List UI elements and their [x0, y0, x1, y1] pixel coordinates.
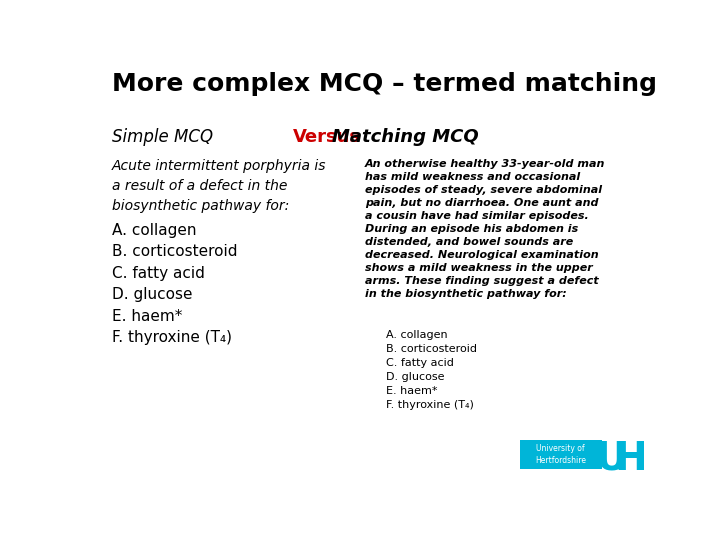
Text: More complex MCQ – termed matching: More complex MCQ – termed matching [112, 72, 657, 97]
Text: B. corticosteroid: B. corticosteroid [386, 345, 477, 354]
Text: Acute intermittent porphyria is
a result of a defect in the
biosynthetic pathway: Acute intermittent porphyria is a result… [112, 159, 326, 213]
Text: An otherwise healthy 33-year-old man
has mild weakness and occasional
episodes o: An otherwise healthy 33-year-old man has… [365, 159, 606, 299]
Text: E. haem*: E. haem* [386, 386, 438, 396]
Text: A. collagen: A. collagen [112, 222, 196, 238]
Text: D. glucose: D. glucose [386, 372, 444, 382]
FancyBboxPatch shape [520, 440, 601, 469]
Text: E. haem*: E. haem* [112, 309, 182, 324]
Text: F. thyroxine (T₄): F. thyroxine (T₄) [386, 400, 474, 410]
Text: F. thyroxine (T₄): F. thyroxine (T₄) [112, 330, 232, 346]
Text: Versus: Versus [293, 128, 361, 146]
Text: C. fatty acid: C. fatty acid [112, 266, 204, 281]
Text: Matching MCQ: Matching MCQ [332, 128, 478, 146]
Text: D. glucose: D. glucose [112, 287, 192, 302]
Text: Simple MCQ: Simple MCQ [112, 128, 213, 146]
Text: A. collagen: A. collagen [386, 330, 448, 340]
Text: University of
Hertfordshire: University of Hertfordshire [535, 444, 586, 465]
Text: U: U [595, 440, 627, 478]
Text: C. fatty acid: C. fatty acid [386, 358, 454, 368]
Text: B. corticosteroid: B. corticosteroid [112, 244, 237, 259]
Text: H: H [615, 440, 647, 478]
